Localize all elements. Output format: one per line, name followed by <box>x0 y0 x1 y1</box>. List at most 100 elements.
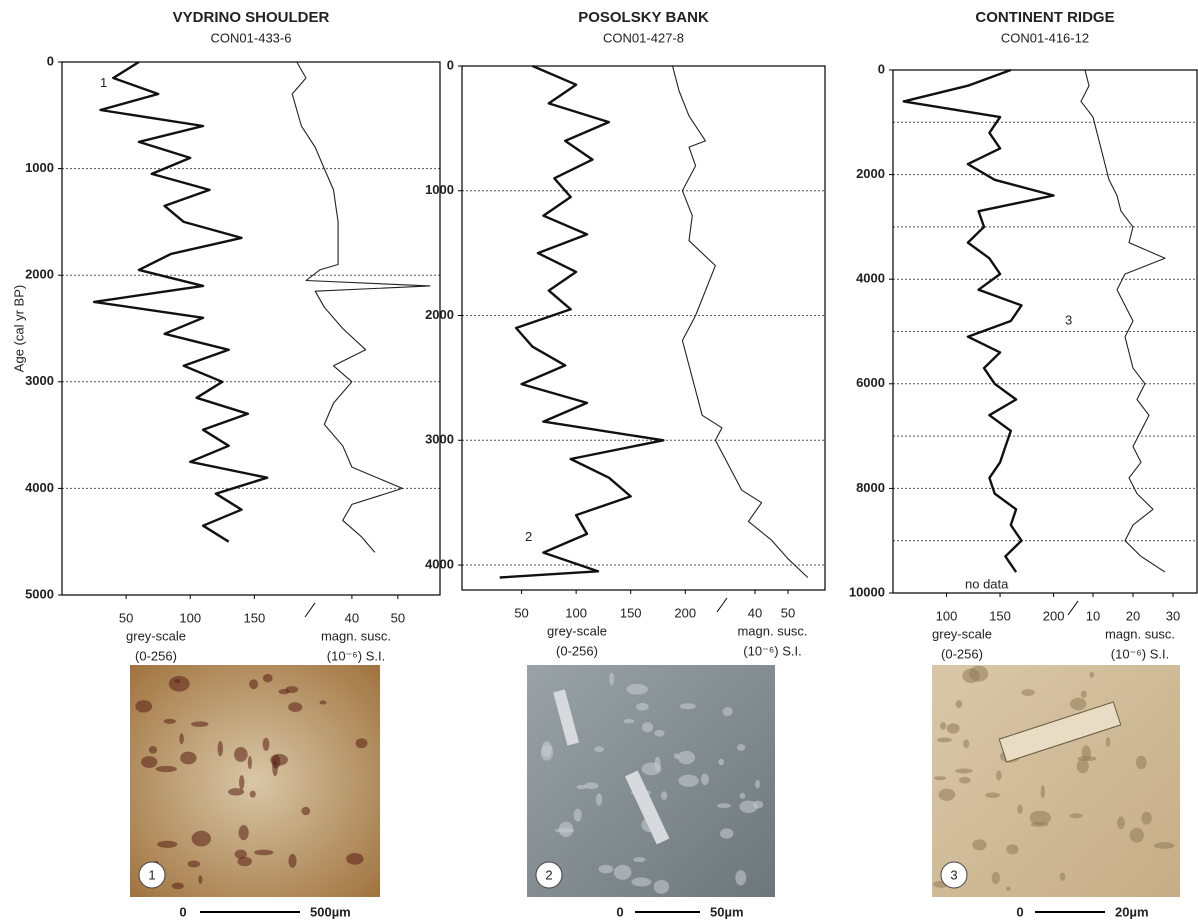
x-axis-label: grey-scale <box>932 626 992 641</box>
y-tick-label: 10000 <box>849 584 885 599</box>
texture <box>355 738 368 749</box>
texture <box>678 774 699 787</box>
x-tick-label: 20 <box>1126 608 1140 623</box>
texture <box>1080 690 1087 699</box>
texture <box>346 853 364 865</box>
texture <box>963 739 970 749</box>
texture <box>541 741 552 757</box>
texture <box>660 791 668 800</box>
x-tick-label: 100 <box>179 610 201 625</box>
texture <box>995 770 1002 781</box>
texture <box>1069 813 1083 819</box>
texture <box>233 747 248 762</box>
texture <box>558 821 574 838</box>
chart-subtitle: CON01-433-6 <box>211 30 292 45</box>
texture <box>1089 671 1094 678</box>
x-tick-label: 150 <box>620 605 642 620</box>
x-tick-label: 50 <box>119 610 133 625</box>
texture <box>171 882 184 890</box>
texture <box>141 756 158 768</box>
y-tick-label: 3000 <box>25 373 54 388</box>
texture <box>191 830 211 847</box>
texture <box>174 678 181 684</box>
diatom <box>625 770 670 845</box>
y-tick-label: 2000 <box>425 307 454 322</box>
texture <box>641 762 662 776</box>
x-tick-label: 50 <box>781 605 795 620</box>
texture <box>719 828 734 839</box>
texture <box>936 737 953 743</box>
x-axis-unit: (0-256) <box>135 648 177 663</box>
texture <box>155 765 177 773</box>
grey-scale-line <box>92 60 269 543</box>
x-axis-unit: (10⁻⁶) S.I. <box>1111 646 1169 661</box>
y-tick-label: 0 <box>447 57 454 72</box>
image-label-badge <box>138 861 166 889</box>
x-tick-label: 200 <box>674 605 696 620</box>
annotation: no data <box>965 577 1009 592</box>
x-tick-label: 200 <box>1043 608 1065 623</box>
texture <box>946 723 960 734</box>
texture <box>962 668 980 683</box>
texture <box>288 853 297 868</box>
texture <box>262 737 270 752</box>
x-tick-label: 100 <box>936 608 958 623</box>
texture <box>613 864 632 880</box>
scale-start: 0 <box>179 904 186 919</box>
plot-frame <box>892 69 1198 594</box>
texture <box>228 788 245 796</box>
texture <box>739 792 746 799</box>
texture <box>301 806 311 816</box>
diatom <box>553 689 580 746</box>
x-axis-label: grey-scale <box>547 623 607 638</box>
texture <box>633 857 646 863</box>
axis-break <box>716 597 728 613</box>
texture <box>641 722 654 733</box>
plot-frame <box>461 65 826 591</box>
texture <box>319 700 327 705</box>
x-axis-unit: (0-256) <box>556 643 598 658</box>
texture <box>234 849 247 859</box>
texture <box>972 839 987 851</box>
chart-title: CONTINENT RIDGE <box>975 9 1114 26</box>
texture <box>959 776 971 784</box>
texture <box>1040 784 1045 799</box>
image-label: 3 <box>950 867 957 882</box>
x-tick-label: 100 <box>565 605 587 620</box>
texture <box>755 779 760 789</box>
scale-end: 500µm <box>310 904 351 919</box>
x-axis-unit: (10⁻⁶) S.I. <box>743 643 801 658</box>
texture <box>1076 759 1089 774</box>
texture <box>198 875 203 884</box>
texture <box>187 860 201 868</box>
y-tick-label: 0 <box>878 61 885 76</box>
texture <box>636 702 649 711</box>
x-axis-label: magn. susc. <box>321 628 391 643</box>
texture <box>677 750 696 765</box>
texture <box>595 793 603 806</box>
x-axis-label: grey-scale <box>126 628 186 643</box>
image-label-badge <box>535 861 563 889</box>
y-tick-label: 0 <box>47 53 54 68</box>
x-axis-unit: (10⁻⁶) S.I. <box>327 648 385 663</box>
texture <box>163 718 176 724</box>
texture <box>1141 811 1152 825</box>
texture <box>1021 689 1035 696</box>
scale-end: 50µm <box>710 904 744 919</box>
x-tick-label: 50 <box>391 610 405 625</box>
texture <box>576 784 587 790</box>
texture <box>626 683 648 695</box>
y-tick-label: 6000 <box>856 375 885 390</box>
x-axis-unit: (0-256) <box>941 646 983 661</box>
texture <box>722 707 733 717</box>
texture <box>237 856 253 867</box>
texture <box>168 675 190 692</box>
texture <box>991 871 1000 885</box>
annotation: 3 <box>1065 312 1072 327</box>
texture <box>278 688 290 695</box>
y-tick-label: 2000 <box>25 267 54 282</box>
y-tick-label: 8000 <box>856 480 885 495</box>
grey-scale-line <box>902 68 1055 573</box>
texture <box>247 756 252 770</box>
texture <box>288 702 303 713</box>
